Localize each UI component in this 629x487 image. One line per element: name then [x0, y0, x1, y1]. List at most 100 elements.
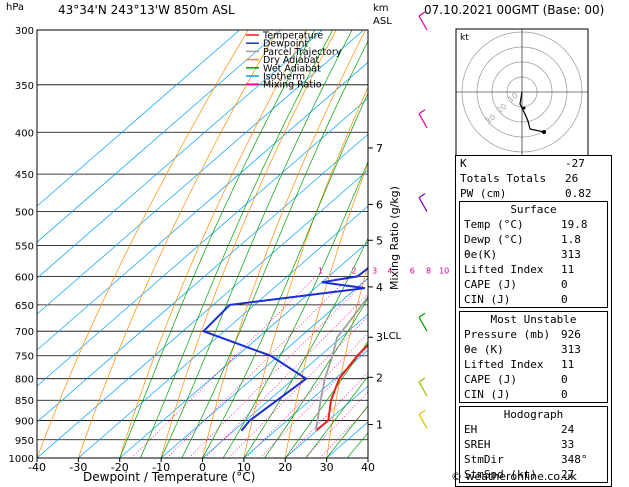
x-tick-label: 20 [278, 461, 292, 474]
mu-li-value: 11 [561, 357, 603, 372]
sreh-label: SREH [464, 437, 491, 452]
tt-label: Totals Totals [460, 171, 546, 186]
pressure-tick-label: 650 [15, 301, 34, 312]
wind-barb [419, 382, 427, 396]
surface-dewp-value: 1.8 [561, 232, 603, 247]
tt-value: 26 [565, 171, 607, 186]
k-row: K -27 [456, 156, 611, 171]
pressure-tick-label: 300 [15, 26, 34, 37]
km-tick-label: 3 [376, 331, 383, 344]
wind-barb-flag [419, 194, 425, 198]
isotherm [0, 30, 281, 458]
wet-adiabat [161, 30, 352, 458]
stmdir-label: StmDir [464, 452, 504, 467]
pw-label: PW (cm) [460, 186, 506, 201]
mixing-ratio-label: 2 [351, 266, 356, 275]
k-label: K [460, 156, 467, 171]
eh-value: 24 [561, 422, 603, 437]
surface-theta-label: θe(K) [464, 247, 497, 262]
km-tick-label: 6 [376, 198, 383, 211]
dry-adiabat [612, 30, 629, 458]
x-tick-label: -40 [28, 461, 46, 474]
mu-cape-value: 0 [561, 372, 603, 387]
lcl-label: LCL [383, 331, 402, 342]
pressure-tick-label: 750 [15, 352, 34, 363]
surface-temp-value: 19.8 [561, 217, 603, 232]
x-axis-label: Dewpoint / Temperature (°C) [83, 470, 255, 484]
wind-barbs [419, 12, 427, 428]
km-label: km [373, 2, 392, 15]
surface-temp-label: Temp (°C) [464, 217, 524, 232]
mixing-ratio-label: 10 [439, 266, 449, 275]
mixing-ratio-axis-label: Mixing Ratio (g/kg) [388, 186, 401, 290]
km-tick-label: 4 [376, 281, 383, 294]
wind-barb [419, 414, 427, 428]
wind-barb [419, 198, 427, 212]
pressure-tick-label: 900 [15, 417, 34, 428]
mu-cin-label: CIN (J) [464, 387, 510, 402]
pressure-tick-label: 950 [15, 436, 34, 447]
wind-barb-flag [419, 313, 425, 317]
surface-theta-value: 313 [561, 247, 603, 262]
pressure-axis: 300 350 400 450 500 550 600 650 700 750 800 850 900 9… [9, 26, 34, 465]
tt-row: Totals Totals 26 [456, 171, 611, 186]
pressure-tick-label: 600 [15, 272, 34, 283]
most-unstable-title: Most Unstable [460, 312, 607, 327]
hodograph-title: Hodograph [460, 407, 607, 422]
pressure-tick-label: 500 [15, 208, 34, 219]
mu-cape-label: CAPE (J) [464, 372, 517, 387]
dry-adiabat [120, 30, 307, 458]
isotherm [0, 30, 322, 458]
dry-adiabat [37, 30, 248, 458]
mixing-ratio-line [286, 276, 462, 458]
km-tick-label: 2 [376, 371, 383, 384]
mixing-ratio-label: 8 [426, 266, 431, 275]
wind-barb-flag [419, 110, 425, 114]
pressure-tick-label: 450 [15, 170, 34, 181]
pw-row: PW (cm) 0.82 [456, 186, 611, 201]
pressure-tick-label: 550 [15, 241, 34, 252]
mu-pressure-value: 926 [561, 327, 603, 342]
storm-motion-point [523, 107, 526, 110]
wind-barb-flag [419, 378, 425, 382]
k-value: -27 [565, 156, 607, 171]
pressure-tick-label: 850 [15, 396, 34, 407]
km-tick-label: 7 [376, 142, 383, 155]
surface-li-value: 11 [561, 262, 603, 277]
surface-li-label: Lifted Index [464, 262, 543, 277]
surface-cape-value: 0 [561, 277, 603, 292]
pressure-tick-label: 400 [15, 128, 34, 139]
x-tick-label: 30 [320, 461, 334, 474]
wind-barb [419, 16, 427, 30]
surface-cin-value: 0 [561, 292, 603, 307]
indices-panel: K -27 Totals Totals 26 PW (cm) 0.82 Surface… [455, 155, 612, 487]
surface-cape-label: CAPE (J) [464, 277, 517, 292]
mu-theta-value: 313 [561, 342, 603, 357]
hodograph-unit-label: kt [460, 33, 469, 43]
isotherm [0, 30, 240, 458]
wind-barb-flag [419, 410, 425, 414]
mu-theta-label: θe (K) [464, 342, 504, 357]
surface-box: Surface Temp (°C) 19.8 Dewp (°C) 1.8 θe(K)… [459, 201, 608, 308]
stmdir-value: 348° [561, 452, 603, 467]
wet-adiabat [203, 30, 398, 458]
pw-value: 0.82 [565, 186, 607, 201]
pressure-tick-label: 350 [15, 81, 34, 92]
pressure-tick-label: 700 [15, 327, 34, 338]
surface-cin-label: CIN (J) [464, 292, 510, 307]
surface-title: Surface [460, 202, 607, 217]
mixing-ratio-label: 3 [372, 266, 377, 275]
isotherm [0, 30, 488, 458]
pressure-tick-label: 800 [15, 375, 34, 386]
surface-dewp-label: Dewp (°C) [464, 232, 524, 247]
legend-label: Mixing Ratio [263, 80, 322, 91]
plot-frame [37, 30, 368, 458]
most-unstable-box: Most Unstable Pressure (mb)926 θe (K)313… [459, 311, 608, 403]
mu-li-label: Lifted Index [464, 357, 543, 372]
copyright: © weatheronline.co.uk [451, 470, 577, 483]
sreh-value: 33 [561, 437, 603, 452]
mixing-ratio-label: 6 [410, 266, 415, 275]
